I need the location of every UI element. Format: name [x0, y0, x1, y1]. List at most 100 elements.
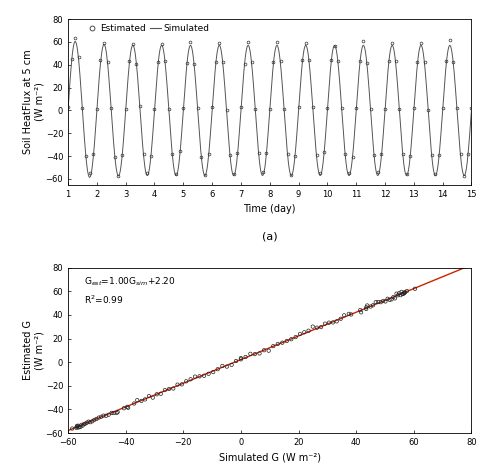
Point	[85, 418, 92, 426]
Point	[340, 311, 348, 319]
Point	[87, 418, 94, 426]
Y-axis label: Estimated G
(W m⁻²): Estimated G (W m⁻²)	[22, 320, 44, 380]
Point	[411, 285, 419, 293]
Point	[113, 409, 121, 416]
Point	[386, 296, 394, 304]
Point	[161, 386, 169, 394]
Point	[170, 385, 177, 392]
Text: G$_{est}$=1.00G$_{sim}$+2.20
R$^2$=0.99: G$_{est}$=1.00G$_{sim}$+2.20 R$^2$=0.99	[84, 276, 175, 306]
Point	[399, 290, 406, 298]
Point	[145, 392, 153, 400]
Point	[389, 293, 397, 301]
Point	[97, 413, 105, 421]
Point	[228, 361, 236, 368]
Point	[69, 425, 76, 432]
Point	[182, 377, 190, 385]
Point	[321, 320, 329, 327]
Point	[219, 362, 226, 370]
Point	[364, 302, 371, 309]
Point	[141, 396, 149, 403]
Point	[382, 298, 389, 305]
Point	[398, 288, 405, 296]
Point	[313, 324, 321, 331]
Point	[400, 289, 408, 297]
Point	[73, 423, 81, 430]
Point	[278, 339, 286, 347]
Point	[79, 422, 87, 429]
Point	[191, 373, 199, 380]
Y-axis label: Soil HeatFlux at 5 cm
(W m⁻²): Soil HeatFlux at 5 cm (W m⁻²)	[22, 50, 44, 154]
Point	[256, 350, 263, 357]
Point	[95, 414, 103, 421]
Point	[78, 421, 86, 429]
Point	[401, 288, 409, 296]
Point	[363, 304, 370, 311]
Point	[300, 328, 308, 336]
Point	[130, 400, 138, 407]
Point	[356, 306, 364, 314]
Point	[76, 423, 84, 431]
Point	[369, 301, 377, 309]
Point	[105, 411, 113, 418]
Point	[72, 424, 80, 432]
Point	[394, 291, 402, 299]
Point	[123, 403, 131, 411]
Point	[88, 417, 96, 425]
Point	[83, 419, 91, 426]
Point	[138, 397, 145, 405]
Point	[391, 295, 399, 302]
Point	[102, 412, 110, 419]
Point	[305, 327, 312, 335]
Point	[383, 295, 391, 303]
Point	[274, 340, 282, 348]
Point	[153, 390, 161, 398]
Point	[287, 336, 295, 343]
Point	[357, 308, 365, 316]
Point	[296, 330, 304, 338]
Point	[362, 305, 370, 313]
Point	[114, 408, 122, 416]
Point	[347, 311, 355, 318]
Point	[317, 323, 325, 331]
Point	[232, 357, 240, 365]
Point	[149, 394, 156, 401]
Point	[309, 323, 317, 330]
Point	[209, 368, 217, 376]
Point	[246, 350, 254, 357]
Text: (a): (a)	[262, 231, 278, 241]
Point	[269, 342, 277, 350]
Point	[374, 298, 382, 306]
Point	[403, 287, 411, 295]
Point	[251, 350, 259, 358]
X-axis label: Time (day): Time (day)	[243, 204, 296, 214]
Point	[265, 347, 273, 355]
Point	[124, 404, 132, 412]
Point	[174, 381, 181, 388]
Point	[345, 310, 353, 317]
Point	[165, 385, 173, 393]
Point	[82, 420, 89, 427]
Point	[205, 370, 212, 377]
Point	[329, 318, 337, 326]
Point	[260, 347, 268, 354]
Point	[133, 397, 141, 404]
Point	[372, 298, 380, 306]
Point	[200, 372, 208, 379]
Point	[388, 296, 396, 303]
Legend: Estimated, Simulated: Estimated, Simulated	[85, 22, 211, 34]
Point	[399, 290, 407, 298]
Point	[108, 409, 116, 416]
Point	[73, 422, 81, 430]
Point	[379, 297, 387, 305]
Point	[333, 317, 341, 325]
Point	[214, 366, 222, 373]
Point	[393, 290, 400, 298]
X-axis label: Simulated G (W m⁻²): Simulated G (W m⁻²)	[219, 453, 321, 463]
Point	[90, 416, 98, 424]
Point	[283, 337, 291, 345]
Point	[377, 298, 385, 306]
Point	[337, 315, 345, 323]
Point	[400, 289, 408, 297]
Point	[75, 423, 83, 431]
Point	[396, 289, 403, 297]
